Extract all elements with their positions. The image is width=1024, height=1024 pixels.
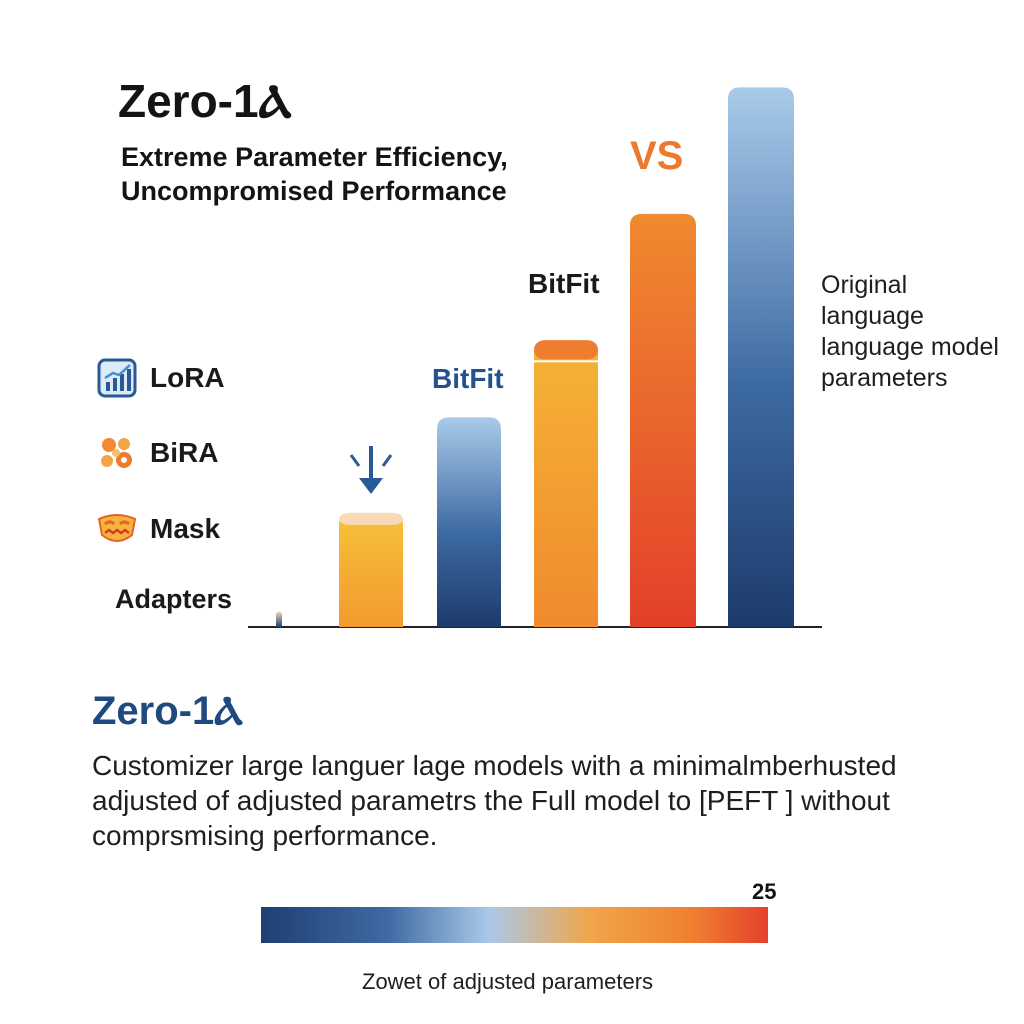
bar-cap-1 [339,512,403,525]
parameter-scale-bar [261,907,768,943]
bitfit-label-mid: BitFit [432,363,504,394]
mask-icon [96,508,138,550]
bar-5 [728,87,794,627]
section-title: Zero-1Ⲁ [92,689,244,733]
down-arrow-icon [349,446,393,494]
bar-cap-3 [534,340,598,360]
scale-max-label: 25 [752,879,777,904]
method-adapters: Adapters [115,584,232,615]
description-text: Customizer large languer lage models wit… [92,750,897,851]
method-label: Adapters [115,584,233,614]
bar-2 [437,417,501,627]
bitfit-label-top: BitFit [528,268,600,299]
page-subtitle: Extreme Parameter Efficiency, Uncompromi… [121,142,508,206]
bar-4 [630,213,696,628]
bar-1 [339,512,403,627]
method-bira: BiRA [96,432,218,474]
page-title: Zero-1Ⲁ [118,75,292,127]
method-label: LoRA [150,362,225,393]
vs-label: VS [630,134,684,178]
method-label: Mask [150,513,221,544]
bar-3 [534,340,598,627]
bar-0 [276,611,282,627]
bar-chart [248,87,822,628]
method-label: BiRA [150,437,219,468]
method-mask: Mask [96,508,220,550]
cluster-icon [96,432,138,474]
scale-caption: Zowet of adjusted parameters [362,969,654,994]
chart-icon [96,357,138,399]
original-params-label: Original language language model paramet… [821,271,999,392]
method-lora: LoRA [96,357,225,399]
